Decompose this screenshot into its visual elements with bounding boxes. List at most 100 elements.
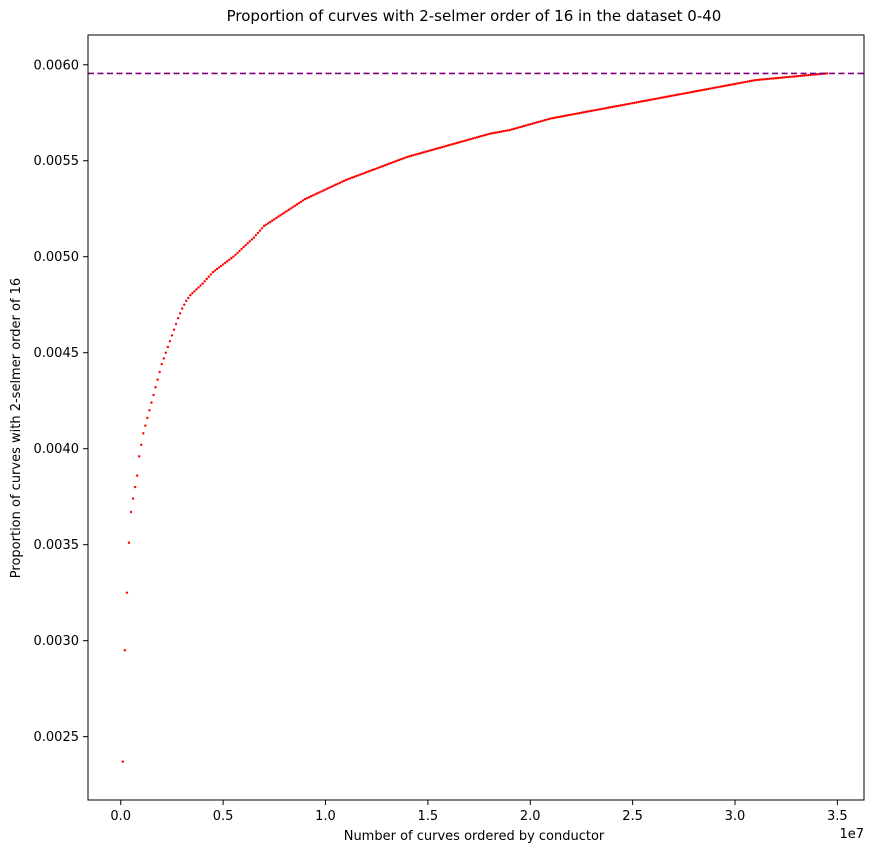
data-point (219, 264, 223, 268)
data-point (445, 144, 448, 148)
data-point (664, 95, 667, 99)
data-point (180, 307, 184, 310)
data-point (733, 82, 737, 86)
data-point (373, 167, 376, 171)
data-point (760, 78, 763, 81)
data-point (725, 84, 729, 87)
data-point (363, 171, 366, 175)
data-point (309, 195, 313, 198)
data-point (131, 497, 135, 500)
data-point (406, 155, 409, 159)
data-point (570, 113, 573, 116)
data-point (137, 455, 141, 458)
data-point (301, 199, 305, 202)
data-point (473, 136, 477, 140)
data-point (457, 141, 460, 144)
data-point (791, 75, 794, 78)
data-point (490, 132, 493, 135)
data-point (565, 114, 569, 117)
data-point (778, 76, 782, 80)
data-point (471, 137, 475, 140)
data-point (785, 76, 788, 79)
data-point (334, 183, 337, 186)
data-point (567, 113, 571, 117)
data-point (305, 196, 309, 200)
data-point (727, 83, 731, 87)
data-point (467, 138, 471, 141)
data-point (735, 82, 739, 85)
data-point (479, 134, 483, 138)
data-point (793, 75, 796, 78)
data-point (277, 215, 280, 218)
data-point (621, 103, 624, 107)
data-point (226, 260, 229, 263)
data-point (201, 282, 204, 285)
data-point (580, 111, 583, 114)
data-point (674, 93, 677, 97)
data-point (592, 109, 595, 112)
y-tick-label: 0.0045 (34, 346, 80, 361)
data-point (594, 108, 597, 112)
data-point (336, 182, 339, 185)
y-axis: 0.0025 0.0030 0.0035 0.0040 0.0045 0.0050 0.00… (34, 58, 88, 745)
data-point (651, 98, 655, 101)
data-point (746, 80, 749, 83)
data-point (238, 249, 241, 253)
data-point (348, 177, 352, 180)
data-point (815, 73, 819, 76)
data-point (402, 157, 405, 160)
data-point (670, 94, 673, 98)
data-point (627, 102, 630, 106)
data-point (279, 214, 282, 217)
data-point (221, 263, 225, 266)
data-point (361, 172, 364, 175)
data-point (635, 101, 638, 104)
data-point (187, 296, 190, 300)
data-point (375, 167, 378, 170)
data-point (328, 186, 331, 189)
data-point (291, 206, 294, 209)
data-point (244, 244, 247, 247)
data-point (236, 251, 239, 255)
data-point (633, 101, 636, 104)
data-point (543, 119, 546, 122)
data-point (676, 93, 679, 96)
data-point (805, 74, 808, 77)
data-point (135, 474, 139, 477)
x-axis-label: Number of curves ordered by conductor (344, 829, 605, 844)
data-point (694, 90, 698, 93)
data-point (197, 286, 200, 289)
data-point (537, 120, 540, 124)
data-point (148, 409, 151, 412)
data-point (680, 92, 683, 96)
data-point (199, 284, 202, 287)
data-point (742, 81, 745, 84)
data-point (269, 220, 272, 224)
data-point (285, 210, 288, 213)
data-point (449, 143, 452, 147)
data-point (803, 74, 806, 77)
data-point (395, 159, 399, 162)
data-point (795, 75, 798, 78)
data-point (287, 208, 290, 212)
x-tick-label: 1.5 (418, 809, 439, 824)
data-point (496, 131, 499, 134)
data-point (350, 176, 354, 179)
data-point (127, 541, 131, 544)
data-point (772, 77, 776, 80)
data-point (142, 432, 145, 435)
data-point (146, 416, 149, 420)
data-point (168, 339, 172, 343)
y-tick-label: 0.0030 (34, 634, 80, 649)
data-point (461, 140, 464, 143)
data-point (737, 81, 741, 85)
data-point (125, 591, 129, 594)
data-point (172, 328, 176, 331)
data-point (383, 164, 387, 167)
data-point (140, 443, 143, 447)
data-point (424, 150, 428, 153)
data-point (539, 120, 542, 123)
data-point (430, 148, 434, 152)
data-point (662, 96, 665, 99)
